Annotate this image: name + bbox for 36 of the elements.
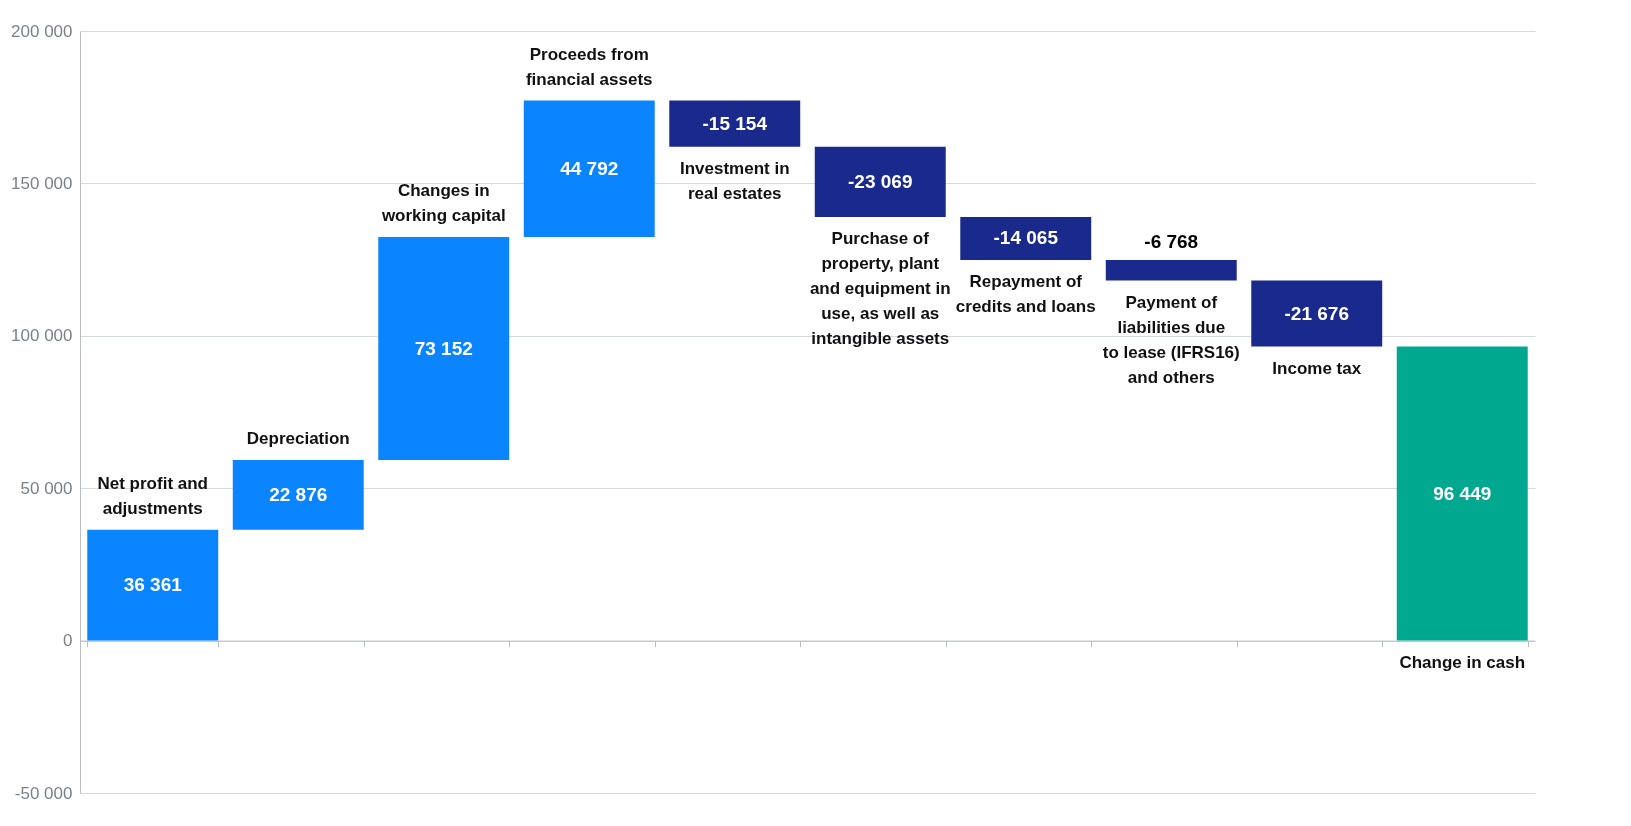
x-tick-label: Depreciation [246,429,350,449]
bar [232,460,364,530]
bar [523,100,655,238]
bar [87,529,219,641]
x-tick-label: Net profit and adjustments [97,473,208,518]
bar [669,100,801,147]
x-tick-label: Change in cash [1399,652,1526,672]
x-tick-label: Proceeds from financial assets [525,44,653,89]
bar [814,146,946,218]
y-tick-label: 50 000 [20,478,73,498]
y-tick-label: 150 000 [11,173,73,193]
bar [1251,280,1383,347]
bar [960,217,1092,260]
bar [1396,346,1528,641]
data-label: -14 065 [993,227,1059,249]
data-label: -21 676 [1284,302,1349,324]
data-label: 96 449 [1433,482,1492,504]
data-label: -23 069 [848,170,913,192]
data-label: 22 876 [269,483,328,505]
x-tick-label: Investment in real estates [679,158,790,203]
bar [1105,259,1237,281]
x-tick-label: Payment of liabilities due to lease (IFRS16) and others [1102,292,1240,387]
y-tick-label: -50 000 [14,783,73,803]
x-tick-label: Purchase of property, plant and equipment in use, as well as intangible assets [809,229,951,349]
x-tick-label: Income tax [1272,358,1362,378]
x-tick-label: Changes in working capital [380,181,506,226]
x-tick-label: Repayment of credits and loans [955,271,1096,316]
data-label: 36 361 [123,574,183,596]
y-tick-label: 0 [63,631,73,651]
y-tick-label: 100 000 [11,326,73,346]
data-label: 44 792 [560,157,619,179]
bar [378,237,510,461]
data-label: -15 154 [702,112,768,134]
y-tick-label: 200 000 [11,21,73,41]
data-label: 73 152 [414,337,473,359]
data-label: -6 768 [1144,230,1199,252]
